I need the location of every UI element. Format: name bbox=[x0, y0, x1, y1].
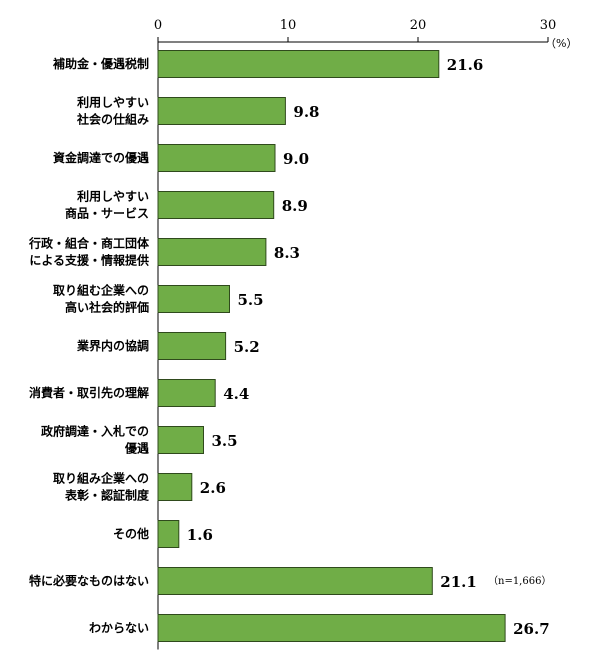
value-label: 3.5 bbox=[212, 432, 238, 450]
value-label: 5.2 bbox=[234, 338, 260, 356]
category-label: 特に必要なものはない bbox=[29, 573, 149, 588]
category-label: 取り組む企業への高い社会的評価 bbox=[53, 283, 149, 315]
value-label: 21.1 bbox=[440, 573, 477, 591]
x-tick-label: 30 bbox=[540, 18, 557, 33]
bar bbox=[157, 97, 286, 125]
label-layer: 補助金・優遇税制 21.6 利用しやすい社会の仕組み 9.8 資金調達での優遇 9.0 利用… bbox=[28, 56, 550, 638]
value-label: 9.0 bbox=[283, 150, 309, 168]
bar bbox=[157, 238, 267, 266]
value-label: 8.3 bbox=[274, 244, 300, 262]
x-tick-label: 20 bbox=[410, 18, 427, 33]
value-label: 21.6 bbox=[447, 56, 484, 74]
value-label: 5.5 bbox=[238, 291, 264, 309]
axis-layer: 0 10 20 30 bbox=[154, 18, 556, 650]
category-label: 利用しやすい商品・サービス bbox=[65, 189, 149, 221]
x-tick-label: 0 bbox=[154, 18, 162, 33]
bar-layer bbox=[157, 50, 506, 642]
bar bbox=[157, 285, 230, 313]
bar bbox=[157, 50, 440, 78]
category-label: 補助金・優遇税制 bbox=[52, 56, 149, 71]
value-label: 26.7 bbox=[513, 620, 550, 638]
bar bbox=[157, 473, 193, 501]
value-label: 9.8 bbox=[293, 103, 319, 121]
category-label: 業界内の協調 bbox=[76, 338, 149, 353]
bar bbox=[157, 379, 216, 407]
bar bbox=[157, 144, 276, 172]
category-label: 行政・組合・商工団体による支援・情報提供 bbox=[28, 236, 150, 268]
bar bbox=[157, 426, 204, 454]
value-label: 8.9 bbox=[282, 197, 308, 215]
x-tick-label: 10 bbox=[280, 18, 297, 33]
category-label: 消費者・取引先の理解 bbox=[29, 385, 149, 400]
value-label: 2.6 bbox=[200, 479, 226, 497]
category-label: わからない bbox=[89, 621, 149, 635]
value-label: 4.4 bbox=[223, 385, 249, 403]
category-label: 取り組み企業への表彰・認証制度 bbox=[53, 471, 150, 503]
sample-size-note: （n=1,666） bbox=[488, 575, 551, 587]
bar bbox=[157, 191, 275, 219]
category-label: 政府調達・入札での優遇 bbox=[41, 424, 149, 456]
bar bbox=[157, 567, 433, 595]
category-label: その他 bbox=[113, 526, 149, 541]
bar bbox=[157, 332, 227, 360]
bar bbox=[157, 520, 180, 548]
category-label: 利用しやすい社会の仕組み bbox=[76, 95, 149, 127]
category-label: 資金調達での優遇 bbox=[53, 150, 149, 165]
bar bbox=[157, 614, 506, 642]
value-label: 1.6 bbox=[187, 526, 213, 544]
unit-label: （%） bbox=[545, 37, 577, 50]
